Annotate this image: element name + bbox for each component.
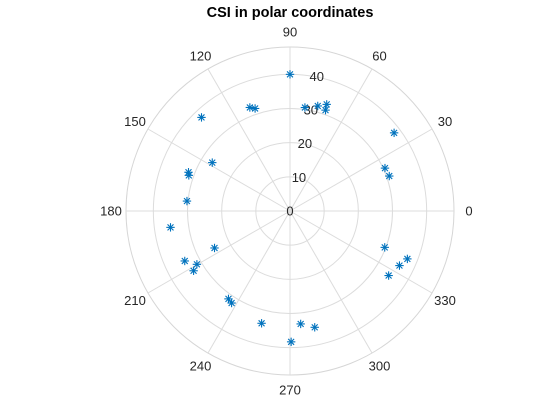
grid-spoke-330 <box>289 210 433 294</box>
theta-tick-labels: 0 30 60 90 120 150 180 210 240 270 300 330 <box>100 25 472 398</box>
data-point-2 <box>313 101 322 111</box>
theta-tick-label-330: 330 <box>434 293 456 308</box>
theta-tick-label-120: 120 <box>190 48 212 63</box>
theta-tick-label-0: 0 <box>465 204 472 219</box>
chart-title: CSI in polar coordinates <box>207 5 374 21</box>
data-point-5 <box>245 103 255 112</box>
data-point-22 <box>310 323 319 332</box>
data-point-19 <box>257 319 266 328</box>
data-point-25 <box>385 171 394 181</box>
data-point-26 <box>380 243 389 252</box>
theta-tick-label-270: 270 <box>279 383 301 398</box>
data-point-0 <box>285 70 295 79</box>
grid-spoke-60 <box>289 68 373 212</box>
data-point-15 <box>180 256 189 266</box>
theta-tick-label-300: 300 <box>369 359 391 374</box>
data-point-20 <box>286 337 296 347</box>
radial-tick-label-20: 20 <box>298 136 312 151</box>
radial-tick-label-0: 0 <box>286 204 293 219</box>
theta-tick-label-240: 240 <box>190 359 212 374</box>
data-point-4 <box>322 100 331 109</box>
theta-tick-label-210: 210 <box>124 293 146 308</box>
grid-spoke-30 <box>289 128 433 212</box>
data-point-3 <box>321 105 330 115</box>
data-point-11 <box>182 196 192 206</box>
data-point-12 <box>166 223 175 232</box>
theta-tick-label-180: 180 <box>100 204 122 219</box>
data-point-18 <box>227 298 236 308</box>
theta-tick-label-150: 150 <box>124 114 146 129</box>
theta-tick-label-90: 90 <box>283 25 297 40</box>
grid-spoke-300 <box>289 210 373 354</box>
data-point-21 <box>296 319 305 329</box>
polar-grid <box>125 46 455 376</box>
data-point-24 <box>380 163 390 173</box>
grid-spoke-150 <box>147 128 291 212</box>
data-point-23 <box>389 128 399 138</box>
data-point-7 <box>197 113 206 122</box>
grid-spoke-120 <box>207 68 291 212</box>
data-markers <box>166 70 412 347</box>
data-point-13 <box>210 243 219 253</box>
radial-tick-label-10: 10 <box>292 170 306 185</box>
data-point-27 <box>395 261 404 270</box>
radial-tick-label-40: 40 <box>309 69 323 84</box>
data-point-14 <box>192 260 202 269</box>
grid-spoke-210 <box>147 210 291 294</box>
theta-tick-label-60: 60 <box>372 48 386 63</box>
data-point-16 <box>189 266 198 275</box>
data-point-29 <box>384 271 393 280</box>
data-point-8 <box>208 158 217 167</box>
data-point-1 <box>300 103 310 112</box>
data-point-28 <box>403 254 412 264</box>
data-point-10 <box>184 171 194 180</box>
grid-spoke-240 <box>207 210 291 354</box>
theta-tick-label-30: 30 <box>438 114 452 129</box>
data-point-6 <box>250 104 260 113</box>
